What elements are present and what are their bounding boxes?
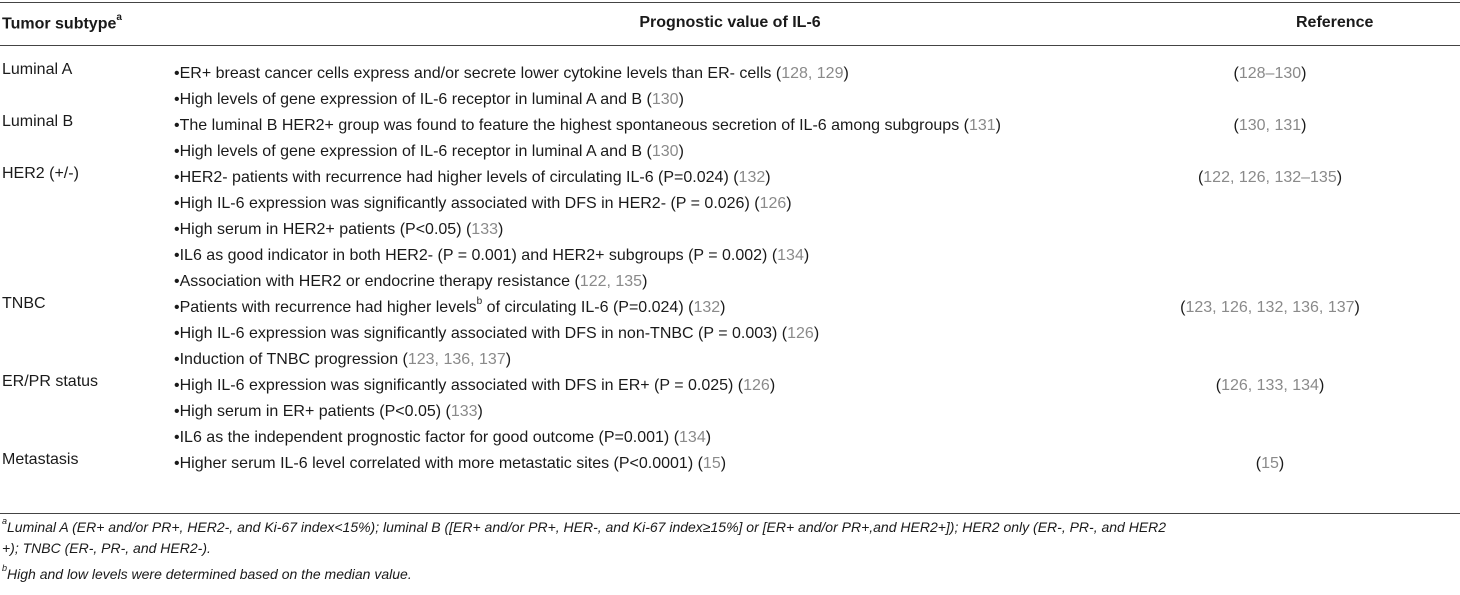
prognostic-item: •Higher serum IL-6 level correlated with… (174, 455, 727, 472)
reference-cell: (123, 126, 132, 136, 137) (1180, 299, 1360, 316)
subtype-cell: Metastasis (2, 451, 79, 468)
table-body: Luminal A (128–130) •ER+ breast cancer cel… (0, 61, 1460, 477)
top-rule (0, 2, 1460, 3)
citation-link[interactable]: 132 (693, 299, 721, 316)
subtype-cell: HER2 (+/-) (2, 165, 79, 182)
table-row: Metastasis (15) •Higher serum IL-6 level c… (0, 451, 1460, 477)
reference-link[interactable]: 128–130 (1238, 65, 1302, 82)
table-row: TNBC (123, 126, 132, 136, 137) •Patients w… (0, 295, 1460, 373)
citation-link[interactable]: 134 (777, 247, 804, 264)
table-row: HER2 (+/-) (122, 126, 132–135) •HER2- pati… (0, 165, 1460, 295)
table-row: ER/PR status (126, 133, 134) •High IL-6 ex… (0, 373, 1460, 451)
reference-cell: (128–130) (1233, 65, 1307, 82)
reference-cell: (15) (1255, 455, 1285, 472)
citation-link[interactable]: 126 (743, 377, 770, 394)
prognostic-list: •High IL-6 expression was significantly … (174, 373, 1460, 451)
subtype-cell: Luminal B (2, 113, 74, 130)
citation-link[interactable]: 128, 129 (781, 65, 844, 82)
prognostic-item: •High IL-6 expression was significantly … (174, 377, 776, 394)
prognostic-item: •High levels of gene expression of IL-6 … (174, 143, 684, 160)
footnote-a: aLuminal A (ER+ and/or PR+, HER2-, and K… (2, 516, 1167, 535)
prognostic-item: •High serum in ER+ patients (P<0.05) (13… (174, 403, 483, 420)
citation-link[interactable]: 133 (450, 403, 478, 420)
prognostic-item: •Association with HER2 or endocrine ther… (174, 273, 648, 290)
prognostic-item: •IL6 as the independent prognostic facto… (174, 429, 712, 446)
citation-link[interactable]: 122, 135 (579, 273, 643, 290)
reference-link[interactable]: 130, 131 (1238, 117, 1302, 134)
citation-link[interactable]: 123, 136, 137 (407, 351, 506, 368)
prognostic-item: •ER+ breast cancer cells express and/or … (174, 65, 849, 82)
citation-link[interactable]: 126 (759, 195, 787, 212)
prognostic-item: •High IL-6 expression was significantly … (174, 325, 820, 342)
prognostic-list: •The luminal B HER2+ group was found to … (174, 113, 1460, 165)
footnote-b: bHigh and low levels were determined bas… (2, 563, 412, 582)
citation-link[interactable]: 126 (787, 325, 814, 342)
table-row: Luminal A (128–130) •ER+ breast cancer cel… (0, 61, 1460, 113)
reference-cell: (122, 126, 132–135) (1197, 169, 1343, 186)
header-prognostic-value: Prognostic value of IL-6 (639, 14, 821, 31)
prognostic-item: •IL6 as good indicator in both HER2- (P … (174, 247, 810, 264)
header-tumor-subtype: Tumor subtypea (2, 12, 122, 33)
citation-link[interactable]: 130 (651, 91, 679, 108)
subtype-cell: ER/PR status (2, 373, 99, 390)
prognostic-item: •Induction of TNBC progression (123, 136… (174, 351, 512, 368)
citation-link[interactable]: 130 (651, 143, 679, 160)
reference-link[interactable]: 123, 126, 132, 136, 137 (1185, 299, 1355, 316)
header-rule (0, 45, 1460, 46)
prognostic-list: •Higher serum IL-6 level correlated with… (174, 451, 1460, 477)
citation-link[interactable]: 15 (702, 455, 721, 472)
reference-cell: (126, 133, 134) (1215, 377, 1325, 394)
prognostic-item: •High serum in HER2+ patients (P<0.05) (… (174, 221, 504, 238)
table-row: Luminal B (130, 131) •The luminal B HER2+ … (0, 113, 1460, 165)
header-reference: Reference (1296, 14, 1374, 31)
bottom-rule (0, 513, 1460, 514)
reference-cell: (130, 131) (1233, 117, 1307, 134)
reference-link[interactable]: 126, 133, 134 (1221, 377, 1319, 394)
footnote-a-continued: +); TNBC (ER-, PR-, and HER2-). (2, 540, 211, 556)
prognostic-list: •ER+ breast cancer cells express and/or … (174, 61, 1460, 113)
subtype-cell: Luminal A (2, 61, 73, 78)
prognostic-item: •The luminal B HER2+ group was found to … (174, 117, 1001, 134)
reference-link[interactable]: 15 (1261, 455, 1279, 472)
citation-link[interactable]: 131 (968, 117, 996, 134)
prognostic-item: •Patients with recurrence had higher lev… (174, 295, 726, 316)
citation-link[interactable]: 134 (679, 429, 706, 446)
prognostic-item: •High IL-6 expression was significantly … (174, 195, 792, 212)
prognostic-list: •Patients with recurrence had higher lev… (174, 295, 1460, 373)
reference-link[interactable]: 122, 126, 132–135 (1203, 169, 1337, 186)
subtype-cell: TNBC (2, 295, 46, 312)
prognostic-list: •HER2- patients with recurrence had high… (174, 165, 1460, 295)
prognostic-item: •High levels of gene expression of IL-6 … (174, 91, 684, 108)
citation-link[interactable]: 132 (738, 169, 766, 186)
prognostic-item: •HER2- patients with recurrence had high… (174, 169, 771, 186)
citation-link[interactable]: 133 (471, 221, 498, 238)
